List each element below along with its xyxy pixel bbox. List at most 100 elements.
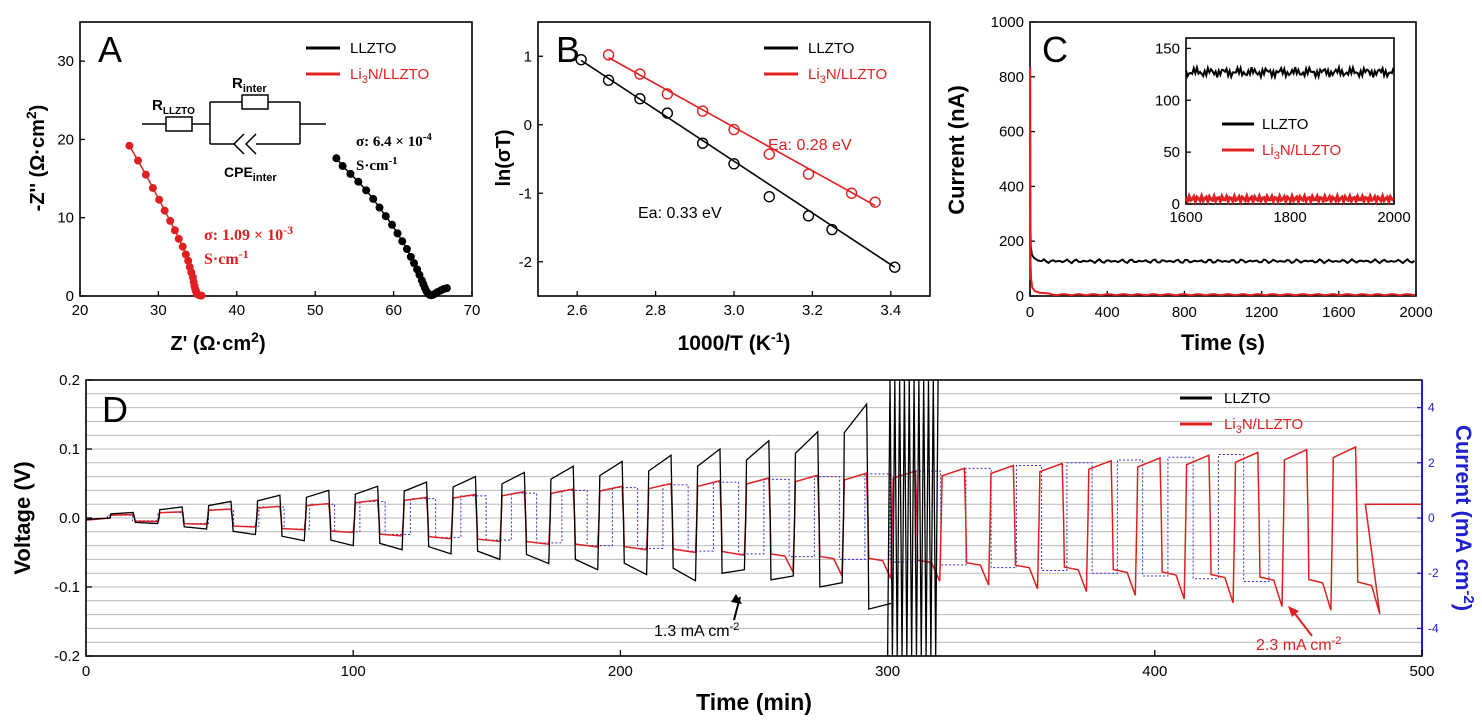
panel-d-red-arrowhead — [1288, 606, 1299, 617]
panel-d-data — [85, 379, 1422, 657]
data-point — [166, 216, 175, 225]
y2-tick-label: 2 — [1428, 456, 1435, 470]
panel-d-y2label: Current (mA cm-2) — [1451, 425, 1477, 611]
panel-a-frame — [79, 21, 473, 297]
data-point — [174, 234, 183, 243]
panel-c-legend-llzto: LLZTO — [1262, 116, 1308, 133]
panel-a-legend-llzto: LLZTO — [350, 40, 396, 57]
panel-b-legend-llzto: LLZTO — [808, 40, 854, 57]
y-tick-label: 200 — [999, 233, 1024, 250]
y-tick-label: 30 — [57, 53, 74, 70]
data-point — [354, 177, 363, 186]
x-tick-label: 2.8 — [645, 302, 666, 319]
data-point — [602, 74, 615, 86]
data-point — [178, 242, 187, 251]
data-point — [125, 141, 134, 150]
x-tick-label: 3.4 — [880, 302, 901, 319]
panel-a: 20 30 40 50 60 70 0 10 20 30 A Z' (Ω·cm2) -Z'' (Ω… — [23, 21, 480, 355]
y-tick-label: 0 — [524, 117, 532, 134]
data-point — [802, 168, 815, 180]
y-tick-label: 20 — [57, 131, 74, 148]
data-point — [634, 93, 646, 105]
y-tick-label: 0 — [1172, 196, 1180, 213]
panel-b-ticks: 2.6 2.8 3.0 3.2 3.4 -2 -1 0 1 — [519, 48, 902, 319]
panel-c-legend-li3n: Li3N/LLZTO — [1262, 142, 1341, 162]
y-tick-label: 50 — [1163, 144, 1180, 161]
panel-b-xlabel: 1000/T (K-1) — [678, 329, 791, 355]
x-tick-label: 0 — [82, 663, 90, 680]
y-tick-label: -0.1 — [54, 579, 80, 596]
x-tick-label: 0 — [1026, 304, 1034, 321]
data-point — [362, 186, 371, 195]
data-point — [802, 210, 815, 222]
panel-c-xlabel: Time (s) — [1181, 330, 1265, 355]
data-point — [409, 259, 418, 268]
x-tick-label: 2000 — [1377, 209, 1410, 226]
panel-d-letter: D — [102, 389, 128, 430]
data-point — [763, 148, 775, 160]
x-tick-label: 800 — [1172, 304, 1197, 321]
panel-a-ticks: 20 30 40 50 60 70 0 10 20 30 — [57, 53, 480, 319]
series-llzto — [85, 402, 892, 610]
data-point — [763, 190, 775, 203]
panel-d-grid — [86, 379, 1422, 643]
y2-tick-label: -2 — [1428, 566, 1439, 580]
y2-tick-label: 4 — [1428, 401, 1435, 415]
panel-d-ylabel: Voltage (V) — [10, 461, 35, 574]
y-tick-label: -2 — [519, 254, 532, 271]
panel-c-inset-data — [1184, 63, 1395, 206]
panel-a-ylabel: -Z'' (Ω·cm2) — [23, 105, 49, 212]
panel-a-data — [125, 141, 451, 300]
panel-c-frame — [1029, 21, 1417, 297]
fit-line-0 — [580, 59, 896, 268]
y-tick-label: -1 — [519, 185, 532, 202]
data-point — [197, 291, 206, 300]
data-point — [575, 53, 587, 66]
data-point — [346, 169, 355, 178]
x-tick-label: 200 — [608, 663, 633, 680]
series-llzto — [1029, 221, 1416, 265]
x-tick-label: 400 — [1142, 663, 1167, 680]
data-point — [141, 170, 150, 179]
panel-c-ylabel: Current (nA) — [944, 85, 969, 215]
panel-c-letter: C — [1042, 29, 1068, 70]
x-tick-label: 2.6 — [567, 302, 588, 319]
y-tick-label: 0.2 — [59, 372, 80, 389]
data-point — [134, 156, 143, 165]
panel-b-ylabel: ln(σT) — [493, 130, 515, 187]
x-tick-label: 500 — [1409, 663, 1434, 680]
data-point — [728, 158, 740, 170]
data-point — [845, 187, 858, 199]
series-li3n — [1029, 67, 1416, 297]
panel-b-letter: B — [556, 29, 580, 70]
panel-a-legend-li3n: Li3N/LLZTO — [350, 66, 429, 86]
data-point — [170, 226, 179, 235]
panel-d-black-annotation: 1.3 mA cm-2 — [654, 621, 739, 640]
panel-b-data — [575, 49, 901, 273]
inset-series-llzto — [1185, 63, 1395, 81]
y-tick-label: 0 — [66, 288, 74, 305]
y-tick-label: 400 — [999, 178, 1024, 195]
x-tick-label: 1600 — [1322, 304, 1355, 321]
x-tick-label: 1600 — [1169, 209, 1202, 226]
data-point — [332, 154, 341, 163]
data-point — [398, 237, 407, 246]
data-point — [602, 49, 615, 61]
x-tick-label: 100 — [341, 663, 366, 680]
data-point — [661, 107, 674, 119]
y-tick-label: 150 — [1155, 40, 1180, 57]
panel-a-xlabel: Z' (Ω·cm2) — [170, 329, 265, 355]
data-point — [181, 250, 190, 259]
data-point — [375, 203, 384, 212]
panel-a-red-unit: S·cm-1 — [204, 247, 249, 268]
panel-d-black-arrowhead — [731, 594, 742, 604]
data-point — [388, 220, 397, 229]
circuit-r-llzto: RLLZTO — [152, 97, 195, 117]
y2-tick-label: -4 — [1428, 621, 1439, 635]
panel-b: 2.6 2.8 3.0 3.2 3.4 -2 -1 0 1 B 1000/T (K-1) ln(… — [493, 21, 931, 355]
x-tick-label: 1200 — [1245, 304, 1278, 321]
panel-b-legend-li3n: Li3N/LLZTO — [808, 66, 887, 86]
x-tick-label: 50 — [307, 302, 324, 319]
